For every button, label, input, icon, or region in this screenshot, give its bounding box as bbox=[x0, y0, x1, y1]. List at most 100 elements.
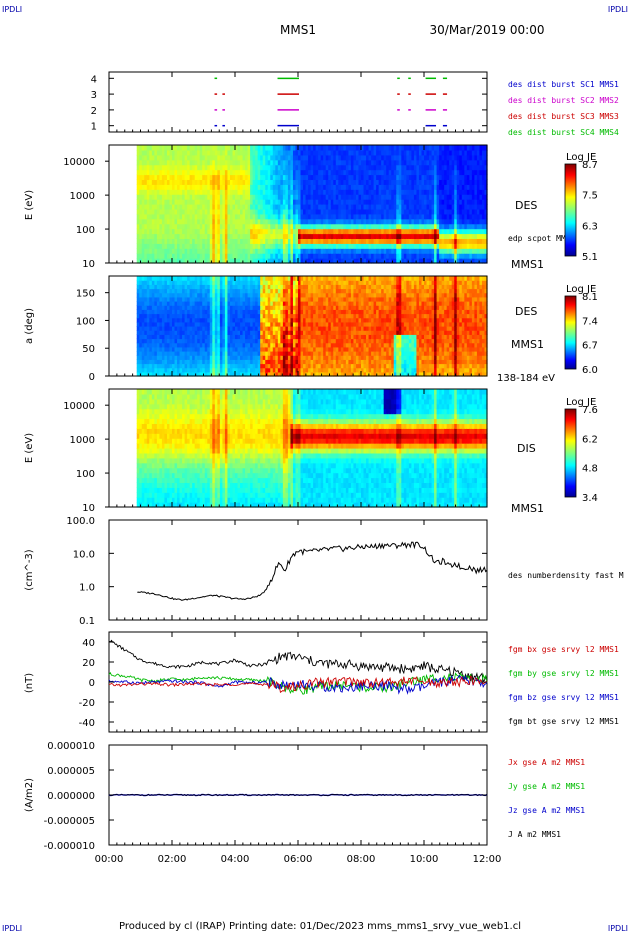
des-energy-cell bbox=[358, 189, 362, 195]
des-energy-cell bbox=[303, 159, 307, 166]
des-energy-cell bbox=[240, 204, 244, 210]
des-pitch-cell bbox=[280, 330, 284, 335]
des-energy-cell bbox=[416, 233, 420, 240]
des-energy-cell bbox=[320, 164, 324, 171]
des-energy-cell bbox=[255, 174, 259, 181]
des-energy-cell bbox=[348, 204, 352, 210]
des-pitch-cell bbox=[285, 317, 289, 323]
des-energy-cell bbox=[479, 199, 483, 205]
des-pitch-cell bbox=[282, 363, 286, 369]
des-energy-cell bbox=[172, 228, 176, 235]
des-pitch-cell bbox=[187, 346, 191, 352]
des-energy-cell bbox=[235, 258, 239, 264]
des-energy-cell bbox=[262, 218, 266, 225]
des-energy-cell bbox=[439, 199, 443, 205]
des-energy-cell bbox=[194, 238, 198, 244]
des-energy-cell bbox=[368, 238, 372, 244]
des-energy-cell bbox=[166, 218, 171, 225]
des-pitch-cell bbox=[237, 342, 241, 348]
des-energy-cell bbox=[156, 228, 160, 235]
des-pitch-cell bbox=[285, 292, 289, 298]
des-energy-cell bbox=[383, 233, 387, 240]
des-pitch-cell bbox=[255, 355, 259, 360]
des-energy-cell bbox=[209, 199, 213, 205]
des-energy-cell bbox=[371, 145, 375, 151]
des-energy-cell bbox=[255, 204, 259, 210]
des-pitch-cell bbox=[202, 284, 206, 290]
des-energy-cell bbox=[265, 233, 269, 240]
des-energy-cell bbox=[355, 253, 360, 259]
des-energy-cell bbox=[476, 149, 481, 156]
des-pitch-cell bbox=[204, 342, 208, 348]
des-pitch-cell bbox=[187, 355, 191, 360]
des-pitch-cell bbox=[189, 346, 193, 352]
des-energy-cell bbox=[300, 194, 304, 200]
des-pitch-cell bbox=[194, 342, 198, 348]
des-pitch-cell bbox=[300, 280, 304, 285]
des-pitch-cell bbox=[197, 359, 201, 365]
des-energy-cell bbox=[446, 204, 450, 210]
des-pitch-cell bbox=[229, 321, 234, 327]
des-pitch-cell bbox=[229, 288, 234, 294]
des-pitch-cell bbox=[161, 280, 166, 285]
des-energy-cell bbox=[413, 218, 418, 225]
des-energy-cell bbox=[461, 154, 465, 161]
des-energy-cell bbox=[421, 223, 425, 230]
des-energy-cell bbox=[305, 189, 309, 195]
des-energy-cell bbox=[197, 199, 201, 205]
des-pitch-cell bbox=[300, 355, 304, 360]
des-energy-cell bbox=[224, 159, 229, 166]
des-energy-cell bbox=[192, 164, 196, 171]
des-energy-cell bbox=[260, 233, 264, 240]
des-energy-cell bbox=[282, 218, 286, 225]
des-energy-cell bbox=[290, 145, 294, 151]
des-energy-cell bbox=[149, 258, 153, 264]
des-energy-cell bbox=[446, 145, 450, 151]
des-pitch-cell bbox=[219, 284, 223, 290]
des-energy-cell bbox=[406, 149, 410, 156]
des-energy-cell bbox=[187, 159, 191, 166]
des-energy-cell bbox=[416, 169, 420, 176]
des-pitch-cell bbox=[292, 351, 297, 356]
des-energy-cell bbox=[252, 194, 256, 200]
des-energy-cell bbox=[469, 149, 473, 156]
des-pitch-cell bbox=[277, 313, 281, 319]
des-pitch-cell bbox=[187, 296, 191, 302]
des-energy-cell bbox=[192, 174, 196, 181]
des-energy-cell bbox=[270, 253, 274, 259]
des-energy-cell bbox=[209, 194, 213, 200]
des-pitch-cell bbox=[227, 355, 231, 360]
des-pitch-cell bbox=[209, 317, 213, 323]
des-energy-cell bbox=[262, 174, 266, 181]
des-energy-cell bbox=[310, 164, 314, 171]
des-pitch-cell bbox=[250, 305, 254, 310]
des-energy-cell bbox=[151, 189, 155, 195]
des-energy-cell bbox=[257, 228, 261, 235]
des-pitch-cell bbox=[136, 330, 140, 335]
des-energy-cell bbox=[232, 258, 236, 264]
des-pitch-cell bbox=[242, 371, 246, 377]
des-pitch-cell bbox=[270, 363, 274, 369]
des-energy-cell bbox=[298, 208, 302, 215]
des-energy-cell bbox=[383, 199, 387, 205]
des-energy-cell bbox=[207, 243, 211, 249]
des-pitch-cell bbox=[242, 309, 246, 315]
des-pitch-cell bbox=[295, 321, 299, 327]
des-pitch-cell bbox=[287, 359, 292, 365]
des-energy-cell bbox=[250, 218, 254, 225]
des-energy-cell bbox=[144, 238, 148, 244]
des-pitch-cell bbox=[141, 363, 145, 369]
des-energy-cell bbox=[383, 149, 387, 156]
des-energy-cell bbox=[282, 184, 286, 190]
des-energy-cell bbox=[393, 208, 397, 215]
des-pitch-cell bbox=[270, 276, 274, 281]
des-pitch-cell bbox=[303, 338, 307, 344]
des-energy-cell bbox=[247, 228, 251, 235]
des-pitch-cell bbox=[229, 371, 234, 377]
des-energy-cell bbox=[292, 253, 297, 259]
des-pitch-cell bbox=[194, 334, 198, 340]
des-pitch-cell bbox=[298, 363, 302, 369]
des-energy-cell bbox=[315, 145, 319, 151]
des-energy-cell bbox=[310, 213, 314, 220]
des-energy-cell bbox=[325, 228, 329, 235]
